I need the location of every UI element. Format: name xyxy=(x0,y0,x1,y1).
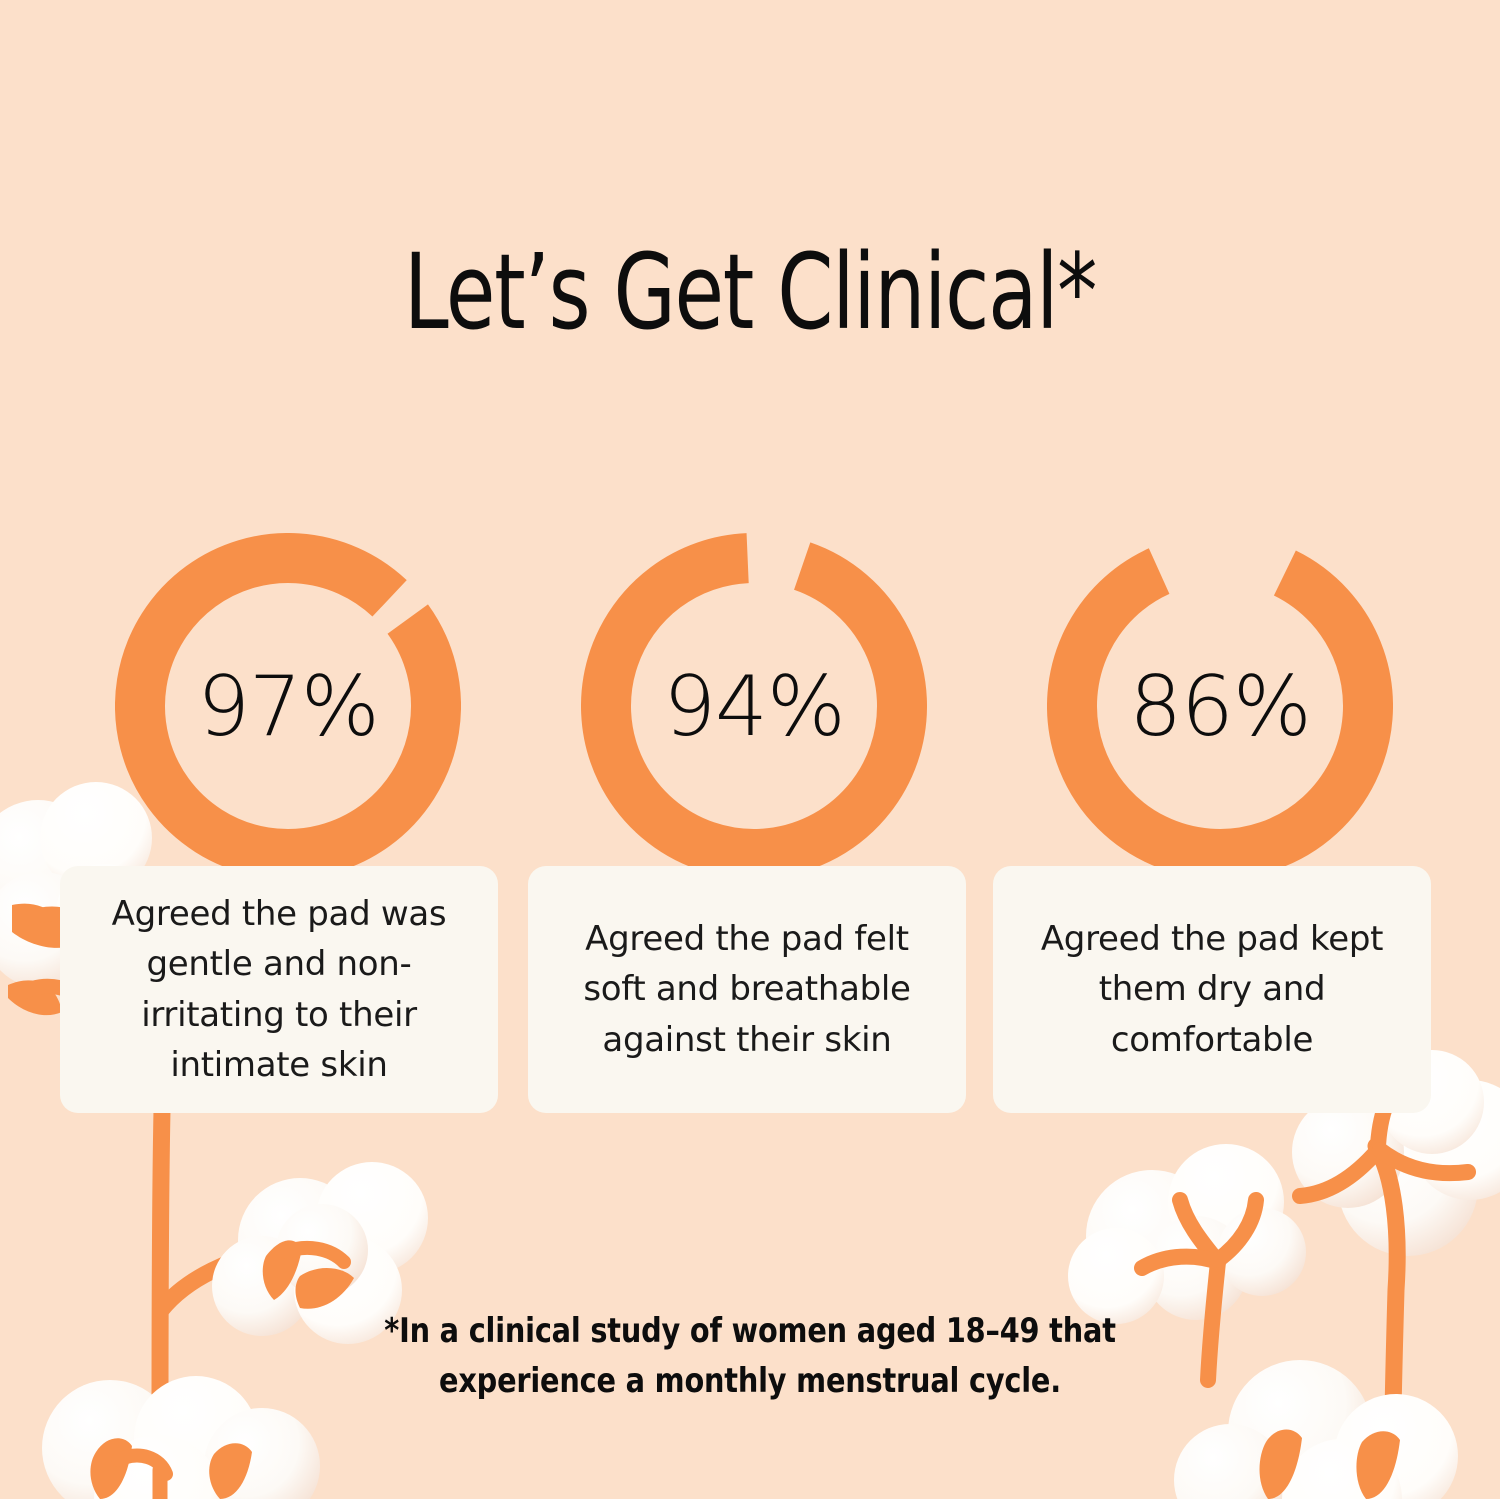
footnote: *In a clinical study of women aged 18–49… xyxy=(45,1307,1455,1406)
donut-chart-3: 86% xyxy=(1047,533,1393,879)
stat-column-1: 97% xyxy=(115,533,461,879)
stat-value-2: 94% xyxy=(663,657,845,755)
stat-card-2: Agreed the pad felt soft and breathable … xyxy=(528,866,966,1113)
stat-column-2: 94% xyxy=(581,533,927,879)
cotton-boll-right-top xyxy=(1292,1050,1500,1499)
stat-caption-1: Agreed the pad was gentle and non-irrita… xyxy=(111,893,447,1085)
footnote-line-2: experience a monthly menstrual cycle. xyxy=(439,1360,1061,1401)
donut-chart-2: 94% xyxy=(581,533,927,879)
stat-column-3: 86% xyxy=(1047,533,1393,879)
donut-arc-1 xyxy=(115,533,461,879)
stat-caption-2: Agreed the pad felt soft and breathable … xyxy=(583,919,911,1060)
donut-chart-1: 97% xyxy=(115,533,461,879)
stat-caption-3: Agreed the pad kept them dry and comfort… xyxy=(1040,919,1384,1060)
stat-value-3: 86% xyxy=(1129,657,1311,755)
page-title: Let’s Get Clinical* xyxy=(403,231,1097,353)
cotton-stem-right-top xyxy=(1292,1060,1476,1499)
stat-value-1: 97% xyxy=(197,657,379,755)
stat-card-3: Agreed the pad kept them dry and comfort… xyxy=(993,866,1431,1113)
stat-card-1: Agreed the pad was gentle and non-irrita… xyxy=(60,866,498,1113)
footnote-line-1: *In a clinical study of women aged 18–49… xyxy=(384,1311,1116,1351)
cotton-leaf-bottom-left xyxy=(111,1448,173,1481)
